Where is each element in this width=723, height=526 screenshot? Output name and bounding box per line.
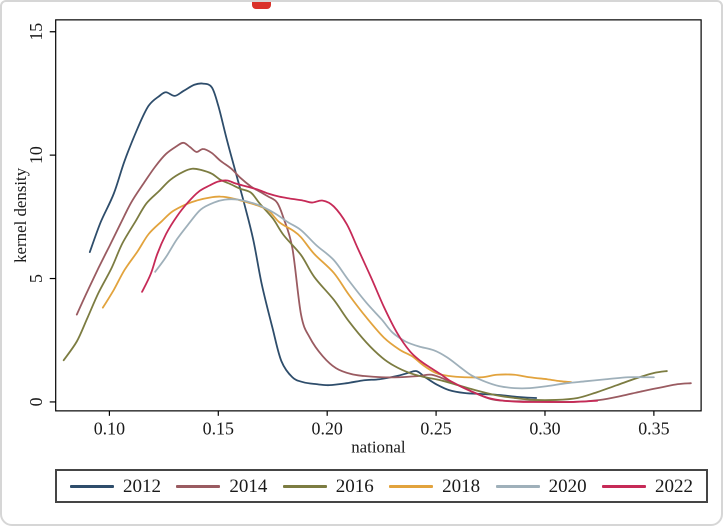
legend-label: 2020	[548, 475, 587, 497]
y-tick-label: 0	[26, 397, 46, 406]
legend-item-2020: 2020	[495, 475, 587, 497]
x-axis-title: national	[351, 438, 406, 457]
series-2012	[88, 82, 538, 399]
series-2022	[141, 179, 599, 403]
x-axis: 0.10 0.15 0.20 0.25 0.30 0.35 national	[94, 410, 670, 457]
x-tick-label: 0.35	[638, 419, 669, 439]
legend-label: 2018	[442, 475, 481, 497]
legend-line-2014	[176, 484, 221, 488]
x-tick-label: 0.30	[529, 419, 560, 439]
legend-label: 2016	[335, 475, 374, 497]
top-red-mark	[252, 2, 271, 9]
legend-line-2018	[389, 484, 434, 488]
legend-item-2022: 2022	[601, 475, 693, 497]
x-tick-label: 0.10	[94, 419, 125, 439]
series-2016	[62, 167, 668, 402]
legend-line-2016	[282, 484, 327, 488]
y-tick-label: 15	[26, 23, 46, 41]
legend-item-2012: 2012	[70, 477, 161, 496]
legend-line-2022	[601, 484, 646, 488]
legend-label: 2012	[123, 475, 161, 497]
plot-frame	[55, 19, 702, 412]
x-tick-label: 0.20	[312, 419, 343, 439]
legend-line-2012	[70, 484, 114, 488]
legend-item-2018: 2018	[389, 477, 480, 496]
legend-item-2016: 2016	[282, 475, 374, 497]
legend-line-2020	[495, 484, 540, 488]
legend-item-2014: 2014	[176, 477, 267, 496]
y-tick-label: 5	[26, 274, 46, 283]
y-axis-title: kernel density	[11, 167, 30, 263]
y-tick-label: 10	[26, 146, 46, 164]
x-tick-label: 0.15	[203, 419, 234, 439]
legend-label: 2014	[229, 475, 268, 497]
series-2020	[154, 198, 655, 390]
legend-label: 2022	[654, 475, 693, 497]
y-axis: 0 5 10 15 kernel density	[11, 23, 56, 406]
x-tick-label: 0.25	[420, 419, 451, 439]
series-2018	[101, 195, 573, 384]
chart-legend: 2012 2014 2016 2018 2020 2022	[55, 469, 708, 503]
